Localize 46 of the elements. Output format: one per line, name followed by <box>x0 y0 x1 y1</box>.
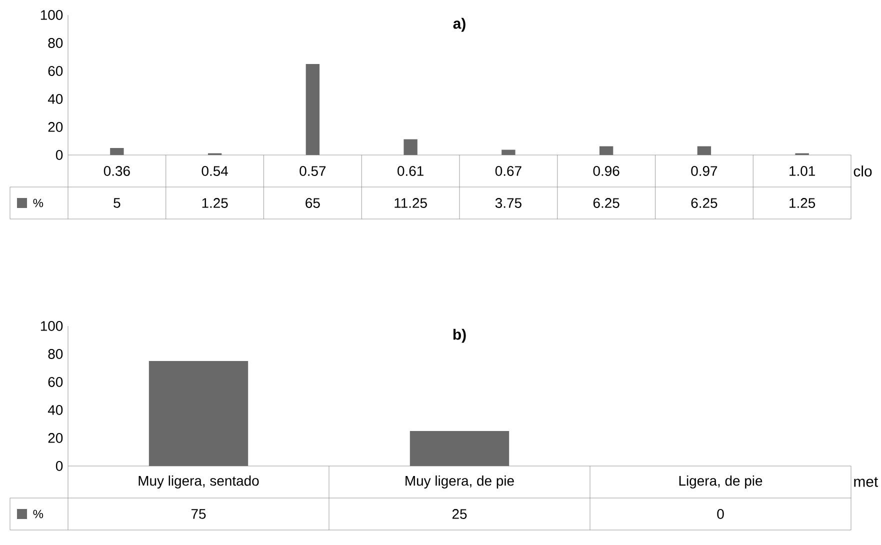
y-tick-label: 80 <box>48 349 63 359</box>
x-tick-label: 1.01 <box>790 166 815 176</box>
data-label: 11.25 <box>394 198 427 208</box>
y-tick-label: 80 <box>48 38 63 48</box>
legend-label: % <box>33 510 44 518</box>
data-label: 6.25 <box>593 198 620 208</box>
legend-label: % <box>33 198 44 208</box>
bar <box>404 139 418 156</box>
y-tick-label: 100 <box>40 321 63 331</box>
x-axis-title: clo <box>854 166 872 176</box>
data-label: 0 <box>717 509 724 519</box>
x-tick-label: 0.57 <box>300 166 326 176</box>
bar <box>697 146 712 156</box>
y-tick-label: 60 <box>48 377 63 387</box>
bar <box>599 146 614 156</box>
x-tick-label: 0.61 <box>398 166 424 176</box>
y-tick-label: 60 <box>48 66 63 76</box>
data-label: 3.75 <box>495 198 522 208</box>
chart-title: b) <box>453 328 466 343</box>
bar <box>306 64 320 156</box>
x-tick-label: 0.97 <box>691 166 718 176</box>
y-tick-label: 20 <box>48 122 63 132</box>
data-label: 65 <box>306 198 320 208</box>
bar <box>502 150 516 156</box>
y-tick-label: 40 <box>48 94 63 104</box>
x-tick-label: 0.54 <box>202 166 228 176</box>
x-tick-label: Muy ligera, de pie <box>406 476 514 489</box>
x-axis-title: met <box>854 477 878 487</box>
data-label: 1.25 <box>790 198 816 208</box>
data-label: 25 <box>452 509 467 519</box>
bar <box>110 148 124 156</box>
data-label: 5 <box>114 198 120 208</box>
y-tick-label: 0 <box>56 150 63 160</box>
y-tick-label: 0 <box>56 461 63 471</box>
chart-title: a) <box>453 18 466 32</box>
y-tick-label: 20 <box>48 433 63 443</box>
x-tick-label: Muy ligera, sentado <box>138 476 259 489</box>
data-label: 75 <box>191 509 206 519</box>
data-label: 1.25 <box>202 198 228 208</box>
x-tick-label: 0.96 <box>593 166 620 176</box>
x-tick-label: Ligera, de pie <box>679 476 762 489</box>
data-label: 6.25 <box>691 198 718 208</box>
x-tick-label: 0.36 <box>104 166 130 176</box>
y-tick-label: 40 <box>48 405 63 415</box>
x-tick-label: 0.67 <box>495 166 522 176</box>
y-tick-label: 100 <box>40 10 63 20</box>
